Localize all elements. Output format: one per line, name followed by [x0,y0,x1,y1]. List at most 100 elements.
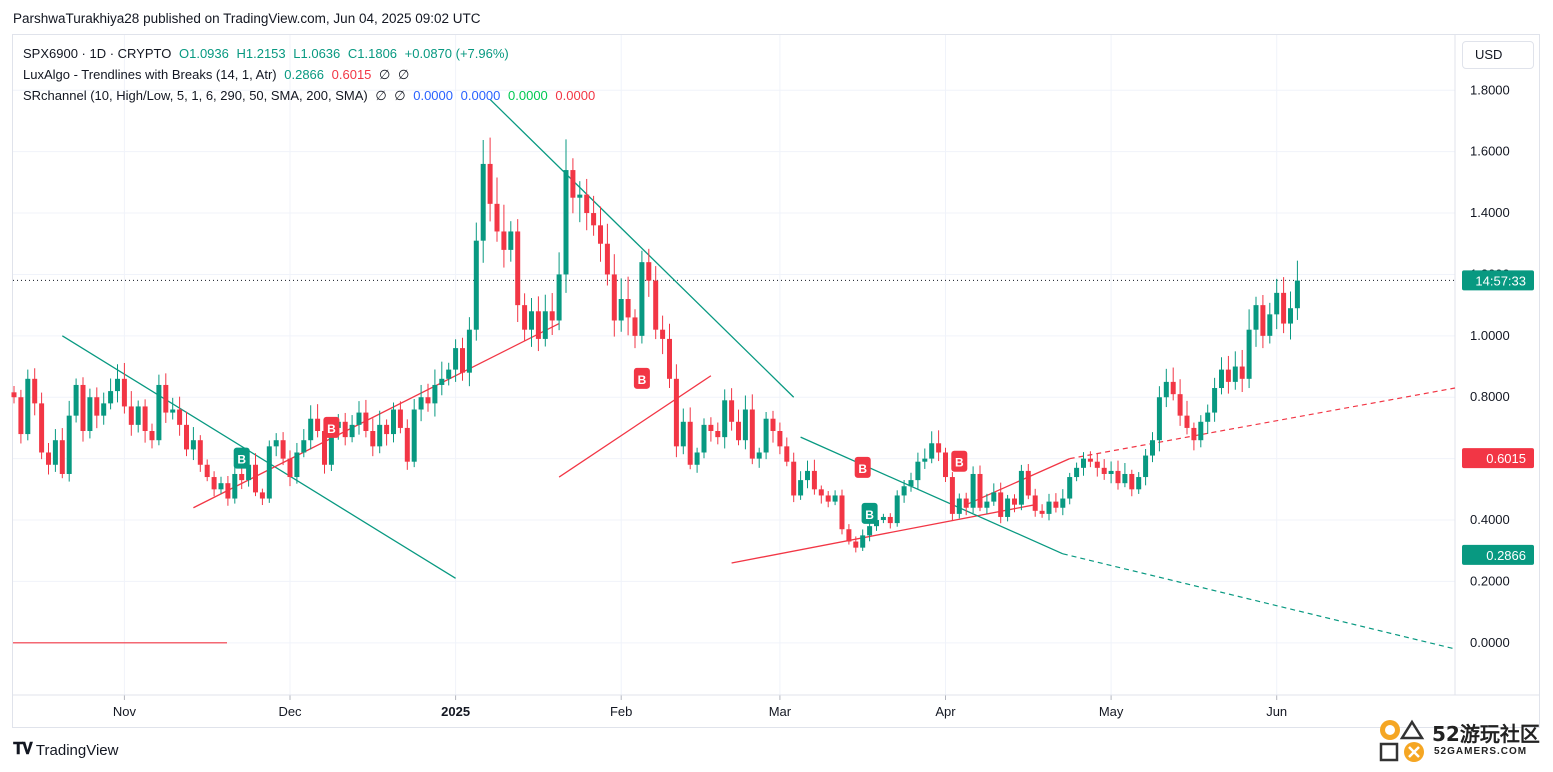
candle-body [618,299,624,321]
candle-body [832,495,838,502]
candle-body [356,412,362,425]
y-tick-label: 1.8000 [1470,82,1510,97]
candle-body [1177,394,1183,416]
candle-body [591,213,597,226]
candle-body [563,170,569,275]
trendline [965,458,1070,506]
candle-body [273,440,279,447]
legend-close: C1.1806 [347,46,398,61]
candle-body [667,338,672,379]
x-tick-label: Feb [610,704,632,719]
y-tick-label: 1.4000 [1470,205,1510,220]
candle-body [1005,498,1011,517]
trendline [800,436,1064,555]
currency-button[interactable]: USD [1462,41,1534,69]
y-tick-label: 0.4000 [1470,512,1510,527]
candle-body [370,431,376,447]
candle-body [549,311,555,321]
legend-indicator1-name[interactable]: LuxAlgo - Trendlines with Breaks (14, 1,… [23,67,277,82]
candle-body [784,446,790,462]
trendline [558,375,712,478]
candle-body [239,473,245,481]
candle-body [598,225,603,244]
candle-body [1101,467,1107,474]
candle-body [66,415,72,474]
candle-body [1032,495,1038,511]
candle-body [929,443,935,459]
candle-body [1122,473,1128,484]
candle-body [480,163,486,241]
candle-body [1260,305,1266,336]
candle-body [1294,280,1300,309]
candle-body [211,477,217,490]
candle-body [156,384,162,441]
candle-body [404,427,410,462]
candle-body [908,480,914,487]
legend-indicator1-value2: 0.6015 [331,67,372,82]
legend-indicator2-value2: ∅ [394,88,406,103]
candle-body [115,378,120,392]
candle-body [749,409,755,459]
legend-indicator2-value4: 0.0000 [460,88,501,103]
candle-body [460,348,465,373]
candle-body [1012,498,1017,505]
legend-high: H1.2153 [236,46,286,61]
candle-body [1087,458,1093,462]
candle-body [556,274,562,321]
candle-body [680,421,686,447]
candle-body [770,418,776,431]
candle-body [522,305,528,330]
candle-body [432,384,438,404]
candle-body [170,409,176,413]
candle-body [943,452,948,478]
candle-body [949,477,955,514]
watermark-logo-icon [1379,719,1425,762]
candle-body [494,203,500,232]
candle-body [1281,292,1287,324]
candle-body [708,424,714,431]
publisher-line: ParshwaTurakhiya28 published on TradingV… [13,11,481,26]
candle-body [197,440,203,465]
candle-body [880,516,886,521]
candle-body [729,400,735,422]
break-label-badge [233,447,250,469]
candle-body [701,424,707,453]
candle-body [1219,369,1224,389]
x-tick-label: Dec [278,704,302,719]
tradingview-logo[interactable]: 𝐓𝐕 TradingView [13,741,118,759]
legend-symbol[interactable]: SPX6900 · 1D · CRYPTO [23,46,172,61]
break-label-badge [951,450,968,472]
break-label-badge [861,502,878,524]
candle-body [425,397,431,404]
candle-body [342,421,348,438]
candle-body [501,231,507,250]
candle-body [287,458,293,478]
candle-body [984,501,990,508]
candle-body [936,443,942,453]
candle-body [266,446,272,499]
candle-body [32,378,38,404]
candle-body [25,378,31,435]
candle-body [535,311,541,339]
legend-indicator2-value1: ∅ [375,88,387,103]
legend-indicator2-value3: 0.0000 [413,88,453,103]
candle-body [294,452,300,478]
candle-body [1074,467,1080,478]
legend-indicator2-name[interactable]: SRchannel (10, High/Low, 5, 1, 6, 290, 5… [23,88,368,103]
candle-body [315,418,321,431]
candle-body [694,452,700,465]
candle-body [1067,477,1073,499]
candle-body [80,384,86,431]
x-tick-label: Apr [935,704,956,719]
price-scale-label: 0.6015 [1486,451,1526,466]
candle-body [253,464,258,493]
candle-body [811,470,817,490]
candle-body [1288,308,1293,324]
candle-body [52,440,58,465]
candle-body [1053,501,1059,508]
candle-body [328,427,334,465]
candle-body [887,516,893,524]
candle-body [646,262,652,281]
x-tick-label: Jun [1266,704,1287,719]
